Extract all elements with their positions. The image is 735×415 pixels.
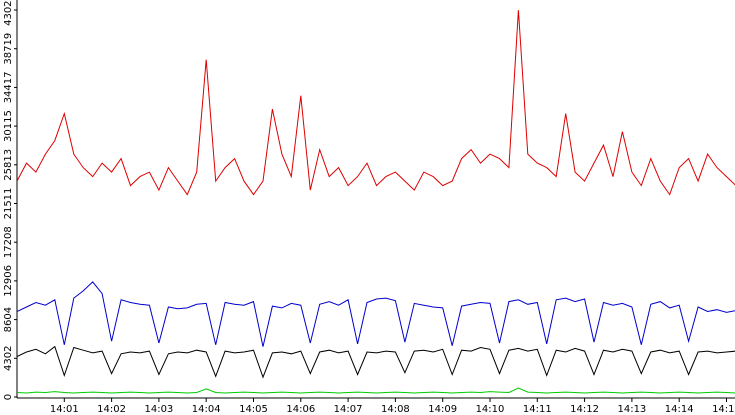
x-tick-label: 14:12	[570, 404, 599, 415]
x-tick-label: 14:07	[334, 404, 363, 415]
x-tick-label: 14:08	[381, 404, 410, 415]
y-tick-label: 43022	[3, 0, 14, 26]
x-tick-label: 14:06	[286, 404, 315, 415]
x-tick-label: 14:11	[523, 404, 552, 415]
x-tick-label: 14:10	[476, 404, 505, 415]
y-tick-label: 34417	[3, 71, 14, 103]
y-tick-label: 21511	[3, 188, 14, 220]
y-tick-label: 30115	[3, 110, 14, 142]
y-tick-label: 0	[3, 394, 14, 400]
y-tick-label: 8604	[3, 307, 14, 332]
series-line	[17, 281, 735, 347]
y-tick-label: 12906	[3, 265, 14, 297]
y-tick-label: 17208	[3, 226, 14, 258]
x-tick-label: 14:15	[712, 404, 735, 415]
series-line	[17, 387, 735, 394]
y-tick-label: 25813	[3, 149, 14, 181]
x-tick-label: 14:03	[144, 404, 173, 415]
y-tick-label: 4302	[3, 346, 14, 371]
x-tick-label: 14:05	[239, 404, 268, 415]
x-tick-label: 14:02	[97, 404, 126, 415]
y-tick-label: 38719	[3, 33, 14, 65]
x-tick-label: 14:04	[192, 404, 221, 415]
x-tick-label: 14:09	[428, 404, 457, 415]
x-tick-label: 14:01	[50, 404, 79, 415]
x-tick-label: 14:14	[665, 404, 694, 415]
series-line	[17, 345, 735, 379]
x-tick-label: 14:13	[617, 404, 646, 415]
plot-area	[17, 10, 735, 394]
series-line	[17, 10, 735, 196]
